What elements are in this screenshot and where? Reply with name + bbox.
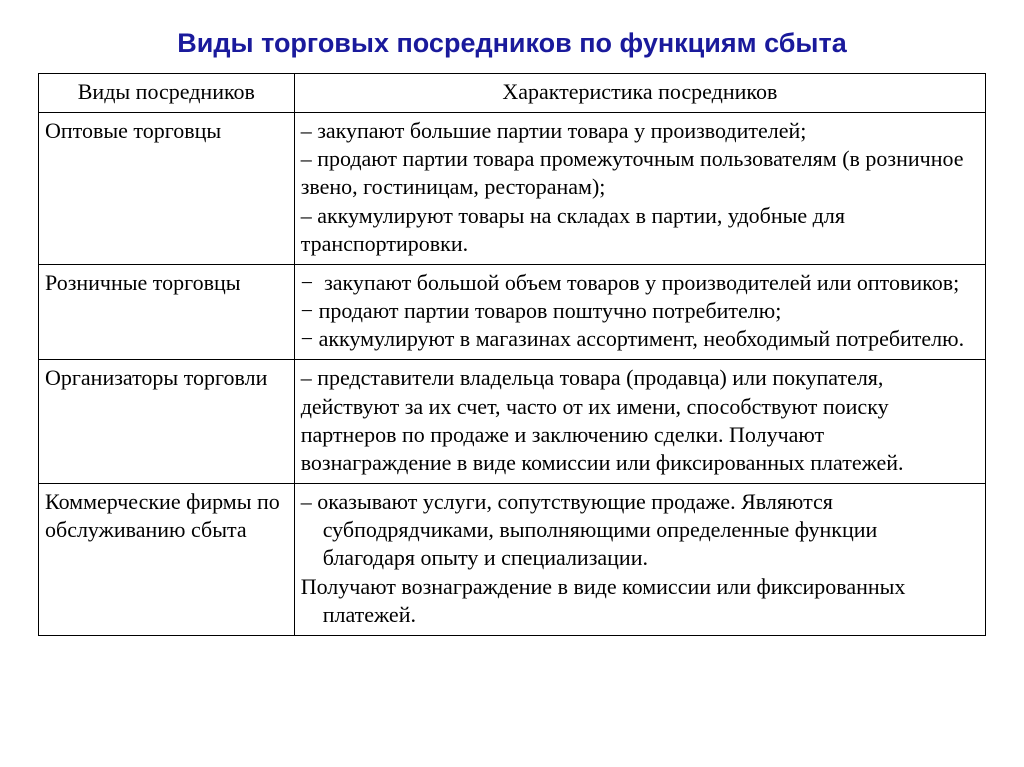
cell-desc: − закупают большой объем товаров у произ… (294, 264, 985, 359)
table-header-row: Виды посредников Характеристика посредни… (39, 74, 986, 113)
cell-type: Розничные торговцы (39, 264, 295, 359)
col-header-desc: Характеристика посредников (294, 74, 985, 113)
intermediaries-table: Виды посредников Характеристика посредни… (38, 73, 986, 636)
page-title: Виды торговых посредников по функциям сб… (38, 28, 986, 59)
cell-desc: – оказывают услуги, сопутствующие продаж… (294, 484, 985, 636)
table-row: Коммерческие фирмы по обслуживанию сбыта… (39, 484, 986, 636)
cell-desc: – закупают большие партии товара у произ… (294, 113, 985, 265)
cell-desc: – представители владельца товара (продав… (294, 360, 985, 484)
table-row: Организаторы торговли – представители вл… (39, 360, 986, 484)
table-row: Оптовые торговцы – закупают большие парт… (39, 113, 986, 265)
cell-type: Оптовые торговцы (39, 113, 295, 265)
table-row: Розничные торговцы − закупают большой об… (39, 264, 986, 359)
cell-type: Организаторы торговли (39, 360, 295, 484)
page: Виды торговых посредников по функциям сб… (0, 0, 1024, 636)
col-header-types: Виды посредников (39, 74, 295, 113)
cell-type: Коммерческие фирмы по обслуживанию сбыта (39, 484, 295, 636)
